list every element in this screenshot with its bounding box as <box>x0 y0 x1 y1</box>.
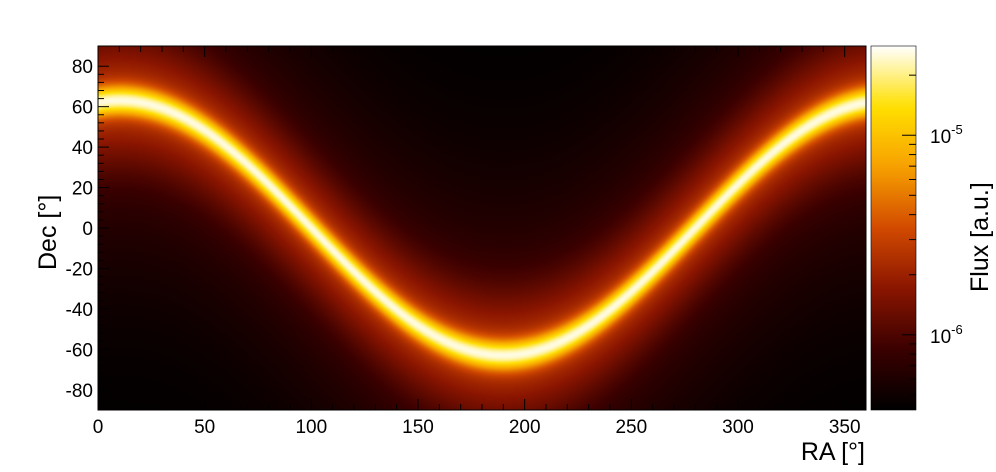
x-tick-label: 100 <box>295 417 327 438</box>
y-tick-label: -20 <box>66 259 93 280</box>
y-tick-label: 40 <box>72 138 93 159</box>
heatmap-image <box>98 46 866 410</box>
x-tick-label: 200 <box>509 417 541 438</box>
colorbar-tick-labels: 10-6 10-5 <box>930 122 963 348</box>
x-axis-ticks <box>97 46 867 410</box>
y-tick-label: 20 <box>72 179 93 200</box>
colorbar: 10-6 10-5 Flux [a.u.] <box>870 45 994 411</box>
colorbar-tick-label: 10-6 <box>930 322 963 348</box>
y-axis-ticks <box>98 65 109 391</box>
y-tick-label: 0 <box>82 219 93 240</box>
y-tick-label: -80 <box>66 381 93 402</box>
y-tick-label: -40 <box>66 300 93 321</box>
x-tick-label: 350 <box>829 417 861 438</box>
colorbar-tick-label: 10-5 <box>930 122 963 148</box>
colorbar-title: Flux [a.u.] <box>966 182 994 292</box>
colorbar-ticks <box>902 74 916 396</box>
x-tick-label: 0 <box>93 417 104 438</box>
plot-area <box>97 45 867 411</box>
colorbar-frame <box>870 45 917 411</box>
y-tick-label: -60 <box>66 340 93 361</box>
y-tick-label: 60 <box>72 98 93 119</box>
x-axis-tick-labels: 0 50 100 150 200 250 300 350 <box>93 417 861 438</box>
y-axis-tick-labels: -80 -60 -40 -20 0 20 40 60 80 <box>66 57 93 402</box>
y-tick-label: 80 <box>72 57 93 78</box>
x-axis-title: RA [°] <box>801 438 865 466</box>
x-tick-label: 50 <box>194 417 215 438</box>
x-tick-label: 250 <box>615 417 647 438</box>
colorbar-gradient <box>871 46 916 410</box>
x-tick-label: 150 <box>402 417 434 438</box>
y-axis-title: Dec [°] <box>34 195 62 270</box>
x-tick-label: 300 <box>722 417 754 438</box>
